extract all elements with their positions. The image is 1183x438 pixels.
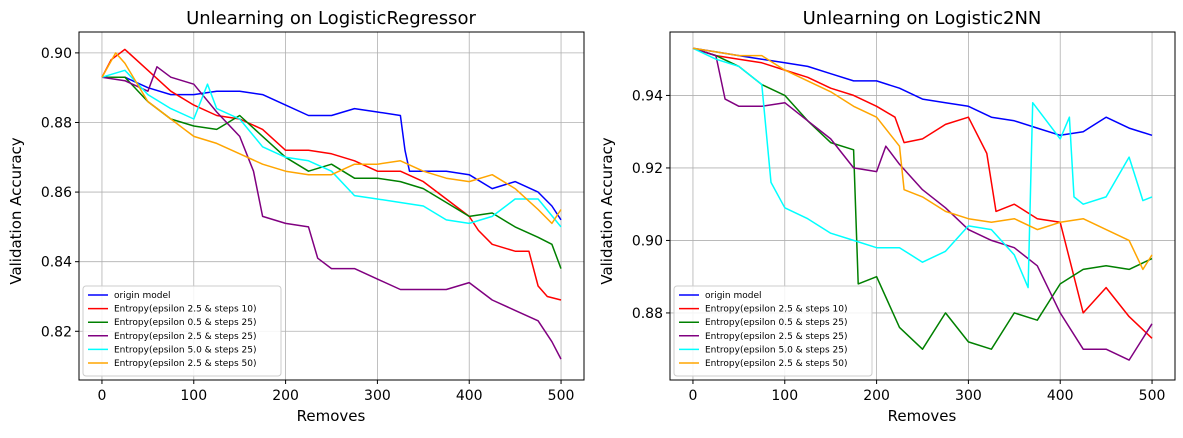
legend-label: Entropy(epsilon 0.5 & steps 25) [114,318,257,328]
y-tick-label: 0.88 [41,115,72,131]
legend-label: origin model [114,291,171,301]
y-tick-label: 0.90 [41,46,72,62]
x-axis-label: Removes [888,407,957,425]
legend-label: Entropy(epsilon 5.0 & steps 25) [705,345,848,355]
chart-title: Unlearning on Logistic2NN [803,8,1042,29]
series-line-entropy-epsilon-5-0-steps-25 [101,69,562,228]
legend-label: origin model [705,291,762,301]
legend-label: Entropy(epsilon 2.5 & steps 50) [705,359,848,369]
y-tick-label: 0.82 [41,324,72,340]
x-tick-label: 200 [272,388,299,404]
legend-label: Entropy(epsilon 5.0 & steps 25) [114,345,257,355]
series-line-entropy-epsilon-0-5-steps-25 [102,76,562,269]
chart-panel-logistic2nn: Unlearning on Logistic2NN Removes Valida… [598,8,1176,425]
legend-label: Entropy(epsilon 2.5 & steps 10) [114,305,257,315]
legend-label: Entropy(epsilon 2.5 & steps 25) [114,332,257,342]
chart-title: Unlearning on LogisticRegressor [186,8,476,29]
x-tick-label: 0 [688,388,697,404]
y-tick-label: 0.92 [632,161,663,177]
y-axis-label: Validation Accuracy [7,137,25,284]
legend-label: Entropy(epsilon 0.5 & steps 25) [705,318,848,328]
y-axis-label: Validation Accuracy [598,137,616,284]
x-tick-label: 300 [955,388,982,404]
series-line-entropy-epsilon-2-5-steps-50 [692,47,1153,271]
x-tick-label: 400 [1047,388,1074,404]
legend-label: Entropy(epsilon 2.5 & steps 10) [705,305,848,315]
legend: origin model Entropy(epsilon 2.5 & steps … [673,285,873,377]
x-tick-label: 400 [456,388,483,404]
x-tick-label: 200 [863,388,890,404]
x-tick-label: 100 [771,388,798,404]
plot-frame [669,31,1176,381]
series-line-entropy-epsilon-2-5-steps-25 [692,47,1153,361]
legend-label: Entropy(epsilon 2.5 & steps 50) [114,359,257,369]
legend-box [673,285,873,377]
y-tick-label: 0.90 [632,233,663,249]
x-axis-label: Removes [297,407,366,425]
legend-box [82,285,282,377]
x-tick-label: 100 [180,388,207,404]
x-tick-label: 500 [548,388,575,404]
y-tick-label: 0.94 [632,88,663,104]
y-tick-label: 0.84 [41,255,72,271]
x-tick-label: 500 [1139,388,1166,404]
series-line-entropy-epsilon-2-5-steps-10 [101,48,562,301]
series-line-entropy-epsilon-2-5-steps-25 [101,66,562,360]
series-line-entropy-epsilon-2-5-steps-10 [692,47,1153,339]
plot-frame [78,31,585,381]
legend: origin model Entropy(epsilon 2.5 & steps … [82,285,282,377]
series-line-entropy-epsilon-5-0-steps-25 [692,47,1153,289]
series-line-entropy-epsilon-0-5-steps-25 [692,47,1153,350]
chart-panel-logistic-regressor: Unlearning on LogisticRegressor Removes … [7,8,585,425]
y-tick-label: 0.88 [632,306,663,322]
y-tick-label: 0.86 [41,185,72,201]
x-tick-label: 0 [97,388,106,404]
series-line-origin-model [102,76,562,221]
x-tick-label: 300 [364,388,391,404]
legend-label: Entropy(epsilon 2.5 & steps 25) [705,332,848,342]
series-line-entropy-epsilon-2-5-steps-50 [101,52,562,225]
